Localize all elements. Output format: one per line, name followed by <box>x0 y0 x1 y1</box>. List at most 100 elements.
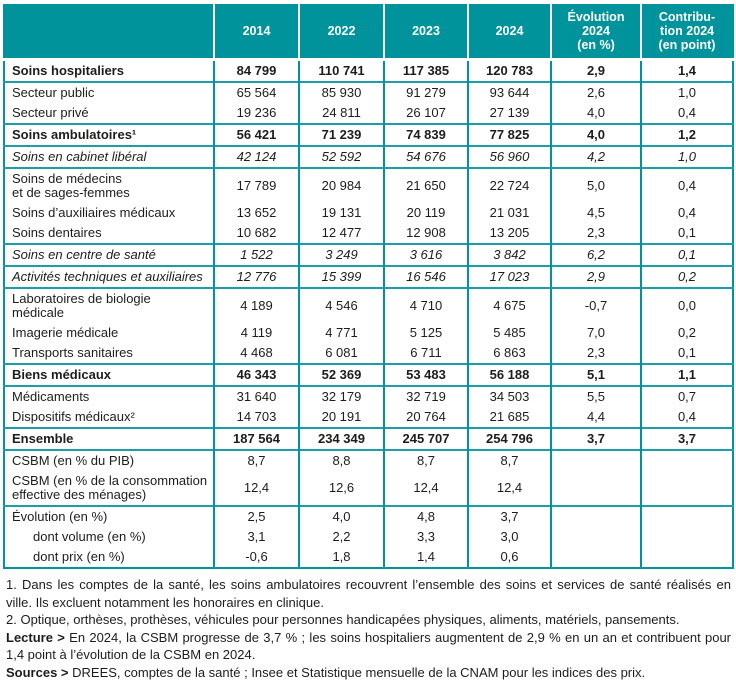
cell-value: 4 771 <box>299 323 384 343</box>
cell-value: 0,2 <box>641 323 733 343</box>
cell-value: 0,7 <box>641 386 733 407</box>
cell-value: 74 839 <box>384 124 468 146</box>
cell-value: 1,1 <box>641 364 733 386</box>
header-year-2022: 2022 <box>299 4 384 60</box>
row-label: Secteur public <box>4 82 214 103</box>
row-label: Secteur privé <box>4 103 214 124</box>
cell-value: 6 081 <box>299 343 384 364</box>
cell-value: 2,5 <box>214 506 299 527</box>
cell-value: 8,7 <box>384 450 468 471</box>
cell-value: 14 703 <box>214 407 299 428</box>
cell-value: 4,5 <box>551 203 641 223</box>
header-year-2023: 2023 <box>384 4 468 60</box>
cell-value: 5 485 <box>468 323 551 343</box>
cell-value: 32 179 <box>299 386 384 407</box>
cell-value: 15 399 <box>299 266 384 288</box>
cell-value: 17 023 <box>468 266 551 288</box>
cell-value: 21 031 <box>468 203 551 223</box>
cell-value: 71 239 <box>299 124 384 146</box>
cell-value: 56 960 <box>468 146 551 168</box>
cell-value: 32 719 <box>384 386 468 407</box>
cell-value: 4,8 <box>384 506 468 527</box>
cell-value: 4,0 <box>551 103 641 124</box>
cell-value: 4 189 <box>214 288 299 323</box>
cell-value: 13 652 <box>214 203 299 223</box>
cell-value: 56 421 <box>214 124 299 146</box>
cell-value: 3,7 <box>551 428 641 450</box>
cell-value: 77 825 <box>468 124 551 146</box>
cell-value: 0,4 <box>641 103 733 124</box>
cell-value: 3,3 <box>384 527 468 547</box>
cell-value: 3,1 <box>214 527 299 547</box>
footnote-prefix: Lecture > <box>6 630 69 645</box>
cell-value: 12,6 <box>299 471 384 506</box>
cell-value: 54 676 <box>384 146 468 168</box>
cell-value <box>551 527 641 547</box>
cell-value: 234 349 <box>299 428 384 450</box>
cell-value: 85 930 <box>299 82 384 103</box>
cell-value: 5 125 <box>384 323 468 343</box>
row-label: dont volume (en %) <box>4 527 214 547</box>
cell-value: 6 711 <box>384 343 468 364</box>
cell-value: 31 640 <box>214 386 299 407</box>
cell-value <box>641 506 733 527</box>
cell-value: 3 249 <box>299 244 384 266</box>
cell-value: 24 811 <box>299 103 384 124</box>
row-label: Ensemble <box>4 428 214 450</box>
cell-value: 91 279 <box>384 82 468 103</box>
header-evolution-2024: Évolution 2024 (en %) <box>551 4 641 60</box>
cell-value: 84 799 <box>214 60 299 83</box>
row-label: Activités techniques et auxiliaires <box>4 266 214 288</box>
header-year-2014: 2014 <box>214 4 299 60</box>
row-label: Soins ambulatoires¹ <box>4 124 214 146</box>
cell-value: 110 741 <box>299 60 384 83</box>
cell-value: 3 842 <box>468 244 551 266</box>
cell-value: 3,0 <box>468 527 551 547</box>
cell-value: 12 908 <box>384 223 468 244</box>
row-label: Évolution (en %) <box>4 506 214 527</box>
row-label: Soins d’auxiliaires médicaux <box>4 203 214 223</box>
cell-value: 34 503 <box>468 386 551 407</box>
cell-value: 187 564 <box>214 428 299 450</box>
footnote-prefix: Sources > <box>6 665 72 680</box>
footnote-line: 2. Optique, orthèses, prothèses, véhicul… <box>6 611 731 629</box>
cell-value: 27 139 <box>468 103 551 124</box>
row-label: CSBM (en % de la consommation effective … <box>4 471 214 506</box>
cell-value <box>641 527 733 547</box>
cell-value: 4 546 <box>299 288 384 323</box>
cell-value: 19 236 <box>214 103 299 124</box>
cell-value: 4 468 <box>214 343 299 364</box>
cell-value: 6 863 <box>468 343 551 364</box>
cell-value: 56 188 <box>468 364 551 386</box>
cell-value <box>641 547 733 568</box>
cell-value: 17 789 <box>214 168 299 203</box>
row-label: dont prix (en %) <box>4 547 214 568</box>
cell-value: 0,0 <box>641 288 733 323</box>
cell-value: 5,1 <box>551 364 641 386</box>
row-label: Soins en centre de santé <box>4 244 214 266</box>
cell-value: 46 343 <box>214 364 299 386</box>
cell-value: 8,8 <box>299 450 384 471</box>
cell-value: 0,4 <box>641 407 733 428</box>
cell-value: 4,0 <box>551 124 641 146</box>
cell-value: 7,0 <box>551 323 641 343</box>
cell-value: 3,7 <box>468 506 551 527</box>
cell-value: 0,4 <box>641 203 733 223</box>
header-row-label-column <box>4 4 214 60</box>
row-label: Soins dentaires <box>4 223 214 244</box>
cell-value <box>641 450 733 471</box>
